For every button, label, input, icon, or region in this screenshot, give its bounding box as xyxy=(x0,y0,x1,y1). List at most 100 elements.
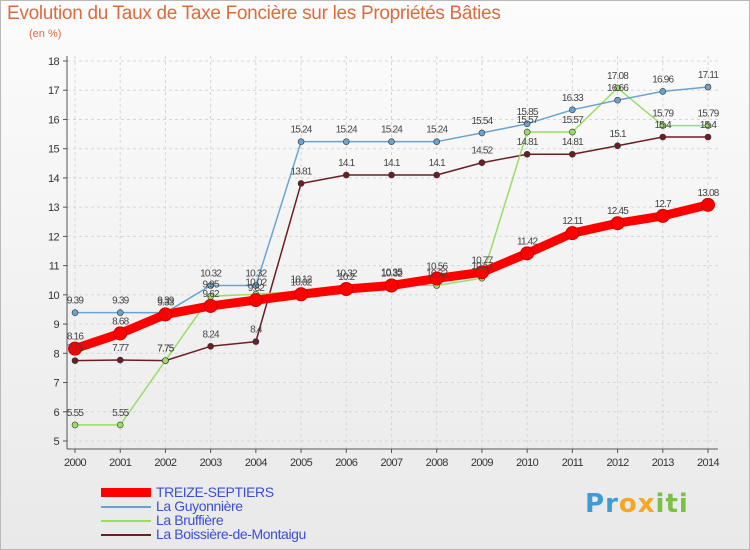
legend-item-la-boissiere-de-montaigu: La Boissière-de-Montaigu xyxy=(101,526,361,542)
x-tick-label: 2010 xyxy=(516,457,539,469)
data-point-la-guyonniere xyxy=(523,120,531,128)
y-tick-label: 9 xyxy=(53,319,59,331)
data-label-la-bruffiere: 7.75 xyxy=(157,344,175,355)
x-tick-label: 2013 xyxy=(652,457,675,469)
data-point-la-boissiere-de-montaigu xyxy=(252,338,260,345)
x-tick-label: 2002 xyxy=(154,457,177,469)
data-label-la-boissiere-de-montaigu: 14.81 xyxy=(562,137,584,148)
legend-item-treize-septiers: TREIZE-SEPTIERS xyxy=(101,484,361,500)
legend-swatch-la-guyonniere xyxy=(101,506,151,508)
x-tick-label: 2003 xyxy=(200,457,223,469)
data-label-la-boissiere-de-montaigu: 8.4 xyxy=(250,325,263,336)
x-tick-label: 2005 xyxy=(290,457,313,469)
x-tick-label: 2008 xyxy=(426,457,449,469)
logo-letter: o xyxy=(618,489,638,519)
logo-letter: t xyxy=(665,489,679,519)
data-label-la-bruffiere: 10.32 xyxy=(426,268,448,279)
data-point-la-guyonniere xyxy=(388,138,395,145)
legend-item-la-bruffiere: La Bruffière xyxy=(101,512,361,528)
data-label-la-guyonniere: 15.54 xyxy=(471,116,493,127)
data-label-la-guyonniere: 9.39 xyxy=(157,296,175,307)
data-label-la-boissiere-de-montaigu: 14.1 xyxy=(338,158,356,169)
data-label-la-guyonniere: 10.32 xyxy=(200,268,222,279)
data-label-la-boissiere-de-montaigu: 7.75 xyxy=(67,344,85,355)
x-tick-label: 2011 xyxy=(562,457,584,469)
x-tick-label: 2012 xyxy=(607,457,630,469)
data-label-la-guyonniere: 15.24 xyxy=(291,125,313,136)
data-point-treize-septiers xyxy=(474,265,489,280)
legend: TREIZE-SEPTIERS La Guyonnière La Bruffiè… xyxy=(101,484,361,542)
data-label-la-guyonniere: 17.11 xyxy=(698,70,720,81)
data-point-la-boissiere-de-montaigu xyxy=(614,142,621,150)
data-point-la-guyonniere xyxy=(342,138,350,145)
data-label-la-guyonniere: 15.24 xyxy=(426,125,448,136)
grid-layer xyxy=(67,56,718,449)
data-label-la-boissiere-de-montaigu: 14.52 xyxy=(471,146,493,157)
data-point-treize-septiers xyxy=(339,282,354,296)
data-point-la-guyonniere xyxy=(297,138,305,145)
data-label-la-boissiere-de-montaigu: 13.81 xyxy=(291,166,313,177)
data-point-treize-septiers xyxy=(384,278,399,293)
legend-swatch-treize-septiers xyxy=(101,488,151,497)
x-tick-label: 2000 xyxy=(64,457,87,469)
data-label-la-bruffiere: 10.35 xyxy=(381,268,403,279)
legend-label-la-boissiere-de-montaigu: La Boissière-de-Montaigu xyxy=(156,526,306,542)
y-tick-label: 7 xyxy=(53,378,59,390)
data-point-la-bruffiere xyxy=(116,421,124,429)
data-point-la-bruffiere xyxy=(704,122,712,129)
data-label-la-boissiere-de-montaigu: 14.1 xyxy=(383,158,401,169)
data-label-treize-septiers: 9.33 xyxy=(157,297,175,308)
data-point-la-boissiere-de-montaigu xyxy=(523,150,531,158)
data-point-la-guyonniere xyxy=(71,309,79,316)
data-label-la-bruffiere: 9.95 xyxy=(203,279,221,290)
data-label-la-guyonniere: 9.39 xyxy=(67,296,85,307)
data-point-la-boissiere-de-montaigu xyxy=(659,133,667,141)
x-tick-label: 2001 xyxy=(109,457,132,469)
logo-letter: i xyxy=(678,489,689,519)
data-point-treize-septiers xyxy=(294,287,309,302)
data-label-la-bruffiere: 10.32 xyxy=(336,268,358,279)
data-label-la-guyonniere: 9.39 xyxy=(112,296,130,307)
proxiti-logo: Proxiti xyxy=(585,489,689,519)
data-label-treize-septiers: 8.16 xyxy=(67,332,85,343)
data-point-la-boissiere-de-montaigu xyxy=(569,150,576,158)
x-tick-label: 2004 xyxy=(245,457,268,469)
data-label-la-bruffiere: 17.08 xyxy=(607,71,629,82)
data-point-la-bruffiere xyxy=(71,421,79,429)
data-label-la-guyonniere: 16.66 xyxy=(607,83,629,94)
data-point-la-boissiere-de-montaigu xyxy=(478,159,486,167)
y-tick-label: 14 xyxy=(48,173,60,185)
data-label-treize-septiers: 10.02 xyxy=(291,277,313,288)
data-label-la-bruffiere: 5.55 xyxy=(112,408,130,419)
data-point-treize-septiers xyxy=(248,293,263,308)
data-label-la-bruffiere: 15.79 xyxy=(697,109,719,120)
logo-letter: i xyxy=(655,489,666,519)
data-point-la-bruffiere xyxy=(614,84,621,92)
data-point-la-bruffiere xyxy=(162,357,169,364)
data-label-treize-septiers: 9.62 xyxy=(203,289,221,300)
line-chart: 5 6 7 8 9 10 11 12 13 14 15 16 17 18 2000 2001 2002 2003 2… xyxy=(48,56,721,469)
data-point-treize-septiers xyxy=(203,298,218,313)
data-point-la-boissiere-de-montaigu xyxy=(116,356,124,364)
x-tick-label: 2006 xyxy=(335,457,358,469)
chart-subtitle: (en %) xyxy=(29,28,62,40)
data-label-la-boissiere-de-montaigu: 14.1 xyxy=(429,158,447,169)
data-label-la-bruffiere: 15.57 xyxy=(562,115,584,126)
data-point-la-boissiere-de-montaigu xyxy=(704,133,712,141)
data-label-la-bruffiere: 15.79 xyxy=(652,109,674,120)
y-tick-label: 11 xyxy=(49,261,60,273)
data-label-treize-septiers: 10.32 xyxy=(381,268,403,279)
logo-letter: x xyxy=(637,489,656,519)
x-tick-label: 2007 xyxy=(380,457,403,469)
data-label-la-boissiere-de-montaigu: 8.24 xyxy=(203,329,221,340)
data-label-treize-septiers: 9.82 xyxy=(248,283,266,294)
data-label-treize-septiers: 13.08 xyxy=(697,188,719,199)
data-point-la-guyonniere xyxy=(116,309,124,316)
legend-label-treize-septiers: TREIZE-SEPTIERS xyxy=(156,484,274,500)
data-point-la-guyonniere xyxy=(478,129,486,137)
y-tick-label: 15 xyxy=(48,144,60,156)
data-point-la-guyonniere xyxy=(614,96,621,104)
data-point-la-boissiere-de-montaigu xyxy=(71,357,79,364)
data-point-la-guyonniere xyxy=(207,282,214,289)
